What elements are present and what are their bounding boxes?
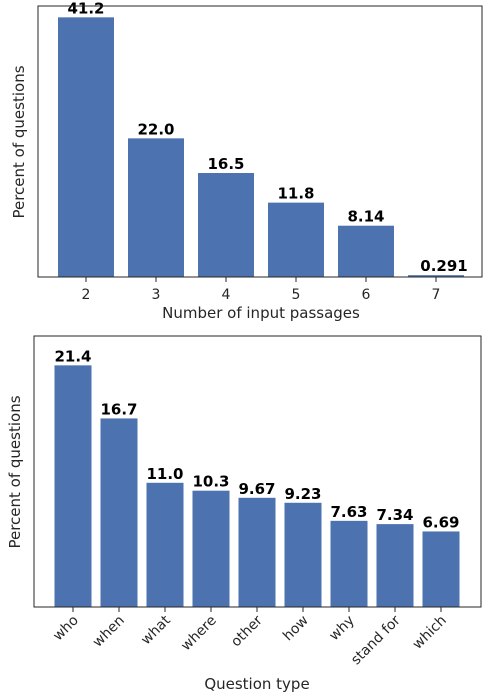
chart1-bar [198, 173, 254, 277]
chart2-x-tick-label: where [178, 613, 220, 655]
chart2-bar [55, 365, 92, 607]
chart2-data-label: 9.23 [284, 485, 321, 503]
chart2-data-label: 7.34 [376, 506, 413, 524]
chart2-bar [239, 498, 276, 607]
chart2-data-label: 21.4 [54, 347, 91, 365]
passages-chart: Percent of questions Number of input pas… [10, 0, 482, 322]
chart1-x-tick-label: 4 [222, 287, 231, 303]
chart2-x-tick-label: which [410, 613, 450, 653]
chart1-bar [58, 17, 114, 277]
chart1-data-label: 0.291 [420, 257, 467, 275]
chart1-xlabel: Number of input passages [162, 304, 360, 322]
chart2-bar [147, 483, 184, 607]
chart1-x-tick-label: 7 [432, 287, 441, 303]
chart2-x-tick-label: stand for [348, 612, 404, 668]
chart2-x-tick-label: how [280, 613, 312, 645]
chart1-bar [268, 203, 324, 277]
question-type-chart: Percent of questions Question type 21.4 w… [6, 336, 481, 693]
chart2-data-label: 7.63 [330, 503, 367, 521]
chart1-data-label: 22.0 [137, 120, 174, 138]
chart2-data-label: 6.69 [422, 513, 459, 531]
chart1-x-tick-label: 3 [152, 287, 161, 303]
chart1-x-tick-label: 5 [292, 287, 301, 303]
chart2-xlabel: Question type [204, 675, 309, 693]
chart1-data-label: 41.2 [67, 0, 104, 17]
chart1-x-tick-label: 2 [82, 287, 91, 303]
chart1-data-label: 8.14 [347, 208, 384, 226]
chart2-bar [377, 524, 414, 607]
chart2-bar [331, 521, 368, 607]
chart2-bar [423, 531, 460, 607]
chart2-data-label: 9.67 [238, 480, 275, 498]
chart2-ylabel: Percent of questions [6, 395, 24, 548]
chart2-x-tick-label: other [228, 612, 266, 650]
chart2-bar [101, 418, 138, 607]
chart2-x-tick-label: when [90, 613, 128, 651]
chart2-bar [285, 503, 322, 607]
chart2-data-label: 10.3 [192, 473, 229, 491]
chart1-bar [338, 226, 394, 277]
chart1-x-tick-label: 6 [362, 287, 371, 303]
chart2-x-tick-label: who [50, 613, 82, 645]
chart2-x-tick-label: what [138, 612, 174, 648]
chart2-bar [193, 491, 230, 607]
chart2-x-tick-label: why [326, 613, 358, 645]
chart2-data-label: 16.7 [100, 400, 137, 418]
chart1-data-label: 16.5 [207, 155, 244, 173]
chart1-ylabel: Percent of questions [10, 65, 28, 218]
chart2-data-label: 11.0 [146, 465, 183, 483]
chart1-data-label: 11.8 [277, 185, 314, 203]
chart1-bar [128, 138, 184, 277]
